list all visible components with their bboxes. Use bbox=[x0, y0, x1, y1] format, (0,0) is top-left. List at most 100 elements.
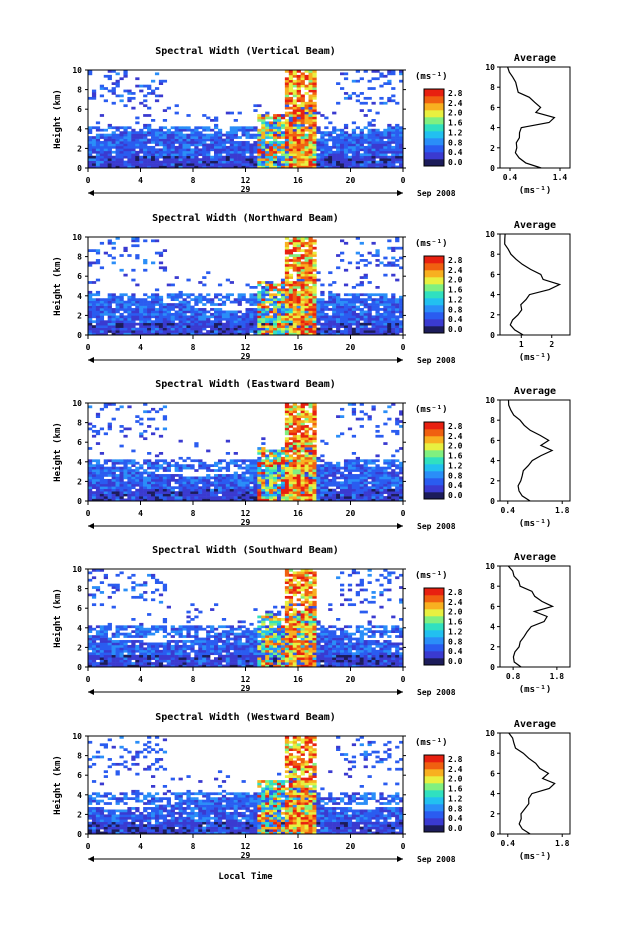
heatmap-cell bbox=[375, 327, 380, 331]
heatmap-cell bbox=[292, 322, 297, 326]
heatmap-cell bbox=[332, 325, 337, 328]
heatmap-cell bbox=[292, 452, 297, 455]
heatmap-cell bbox=[154, 153, 160, 157]
heatmap-cell bbox=[135, 330, 140, 333]
heatmap-cell bbox=[88, 447, 93, 450]
heatmap-cell bbox=[265, 320, 270, 324]
heatmap-cell bbox=[308, 295, 313, 299]
heatmap-cell bbox=[202, 143, 207, 147]
heatmap-cell bbox=[340, 486, 345, 490]
heatmap-cell bbox=[111, 150, 116, 154]
heatmap-cell bbox=[308, 143, 313, 147]
heatmap-cell bbox=[166, 293, 171, 297]
heatmap-cell bbox=[221, 493, 227, 497]
heatmap-cell bbox=[292, 104, 297, 108]
heatmap-cell bbox=[296, 420, 301, 423]
x-tick-label: 20 bbox=[346, 509, 356, 518]
heatmap-cell bbox=[151, 488, 156, 492]
heatmap-cell bbox=[351, 145, 357, 149]
heatmap-cell bbox=[151, 466, 156, 470]
heatmap-cell bbox=[273, 298, 278, 301]
heatmap-cell bbox=[95, 635, 101, 638]
heatmap-cell bbox=[280, 295, 286, 299]
heatmap-cell bbox=[225, 315, 231, 319]
heatmap-cell bbox=[332, 136, 337, 139]
heatmap-cell bbox=[375, 141, 380, 144]
heatmap-cell bbox=[324, 330, 329, 333]
heatmap-cell bbox=[194, 295, 199, 299]
heatmap-cell bbox=[363, 476, 368, 480]
heatmap-cell bbox=[253, 317, 258, 321]
heatmap-cell bbox=[194, 153, 199, 157]
heatmap-cell bbox=[284, 133, 290, 137]
heatmap-cell bbox=[312, 72, 317, 76]
heatmap-cell bbox=[340, 305, 345, 309]
heatmap-cell bbox=[198, 320, 203, 324]
heatmap-cell bbox=[115, 474, 120, 477]
heatmap-cell bbox=[308, 150, 313, 154]
heatmap-cell bbox=[359, 160, 364, 164]
heatmap-cell bbox=[288, 308, 294, 311]
heatmap-cell bbox=[347, 464, 353, 467]
heatmap-cell bbox=[269, 449, 274, 453]
heatmap-cell bbox=[123, 320, 128, 324]
heatmap-cell bbox=[135, 303, 140, 306]
heatmap-cell bbox=[88, 644, 93, 648]
heatmap-cell bbox=[387, 263, 392, 267]
heatmap-cell bbox=[336, 153, 341, 157]
heatmap-cell bbox=[391, 498, 396, 502]
heatmap-cell bbox=[379, 471, 384, 475]
heatmap-cell bbox=[387, 123, 392, 127]
heatmap-cell bbox=[399, 486, 404, 490]
heatmap-cell bbox=[229, 496, 234, 499]
heatmap-cell bbox=[111, 662, 116, 665]
heatmap-cell bbox=[135, 160, 140, 164]
heatmap-cell bbox=[300, 109, 305, 112]
heatmap-cell bbox=[292, 158, 297, 161]
heatmap-cell bbox=[103, 303, 108, 306]
heatmap-cell bbox=[332, 143, 337, 147]
heatmap-cell bbox=[95, 486, 101, 490]
heatmap-cell bbox=[103, 136, 108, 139]
heatmap-cell bbox=[214, 303, 219, 306]
heatmap-cell bbox=[324, 496, 329, 499]
heatmap-cell bbox=[300, 158, 305, 161]
heatmap-cell bbox=[277, 330, 282, 333]
heatmap-cell bbox=[115, 496, 120, 499]
heatmap-cell bbox=[249, 327, 254, 331]
heatmap-cell bbox=[139, 165, 144, 169]
heatmap-cell bbox=[273, 305, 278, 309]
heatmap-cell bbox=[99, 640, 105, 643]
heatmap-cell bbox=[300, 143, 305, 147]
heatmap-cell bbox=[300, 493, 305, 497]
heatmap-cell bbox=[186, 322, 191, 326]
heatmap-cell bbox=[292, 305, 297, 309]
heatmap-cell bbox=[107, 654, 112, 658]
heatmap-cell bbox=[379, 320, 384, 324]
heatmap-cell bbox=[308, 417, 313, 421]
profile-y-tick-label: 2 bbox=[490, 311, 495, 320]
heatmap-cell bbox=[182, 298, 187, 301]
heatmap-cell bbox=[340, 317, 345, 321]
heatmap-cell bbox=[387, 496, 392, 499]
heatmap-cell bbox=[233, 464, 238, 467]
heatmap-cell bbox=[111, 261, 116, 265]
heatmap-cell bbox=[332, 312, 337, 316]
heatmap-cell bbox=[312, 312, 317, 316]
heatmap-cell bbox=[135, 300, 140, 304]
heatmap-cell bbox=[367, 87, 372, 90]
heatmap-cell bbox=[375, 425, 380, 428]
heatmap-cell bbox=[261, 123, 266, 127]
heatmap-cell bbox=[147, 138, 152, 142]
heatmap-cell bbox=[127, 312, 132, 316]
heatmap-cell bbox=[312, 123, 317, 127]
heatmap-cell bbox=[249, 317, 254, 321]
heatmap-cell bbox=[139, 493, 144, 497]
heatmap-cell bbox=[123, 72, 128, 76]
heatmap-cell bbox=[284, 305, 290, 309]
colorbar-swatch bbox=[424, 326, 444, 334]
heatmap-cell bbox=[95, 290, 101, 294]
heatmap-cell bbox=[391, 312, 396, 316]
heatmap-cell bbox=[194, 498, 199, 502]
heatmap-cell bbox=[131, 478, 136, 482]
